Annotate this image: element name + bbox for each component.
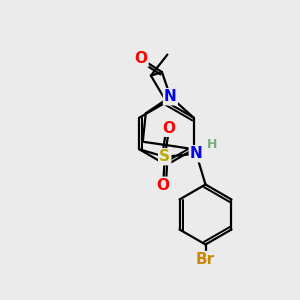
Text: O: O [157, 178, 170, 193]
Text: N: N [164, 89, 177, 104]
Text: O: O [134, 51, 148, 66]
Text: S: S [159, 149, 170, 164]
Text: Br: Br [196, 252, 215, 267]
Text: O: O [163, 121, 176, 136]
Text: N: N [190, 146, 203, 161]
Text: H: H [207, 138, 217, 151]
